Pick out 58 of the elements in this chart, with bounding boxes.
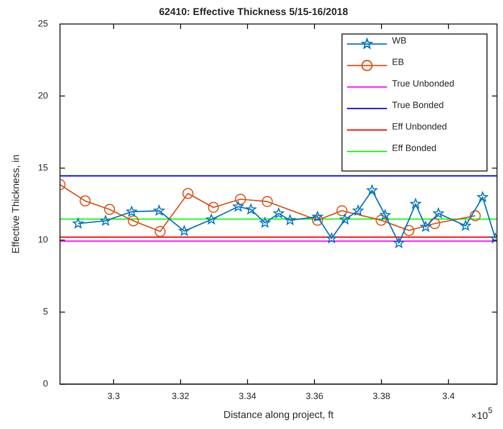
point <box>100 215 111 226</box>
point <box>477 192 488 202</box>
point <box>206 214 217 224</box>
chart-title: 62410: Effective Thickness 5/15-16/2018 <box>158 6 348 18</box>
point <box>460 220 471 230</box>
point <box>326 232 337 243</box>
point <box>433 208 444 218</box>
y-axis-title: Effective Thickness, in <box>10 154 22 254</box>
y-tick-label: 5 <box>42 306 48 317</box>
x-tick-label: 3.32 <box>172 391 190 402</box>
point <box>235 194 246 205</box>
legend-label: Eff Bonded <box>392 142 436 153</box>
point <box>72 218 84 228</box>
point <box>410 198 421 208</box>
x-tick-label: 3.36 <box>306 391 324 402</box>
legend-label: WB <box>392 35 406 46</box>
point <box>366 184 378 195</box>
point <box>403 224 414 236</box>
x-tick-label: 3.3 <box>107 391 120 402</box>
y-tick-label: 25 <box>38 18 48 28</box>
x-axis-title: Distance along project, ft <box>223 410 334 421</box>
point <box>470 210 481 222</box>
point <box>104 204 116 215</box>
point <box>352 205 364 216</box>
point <box>178 226 190 236</box>
x-tick-label: 3.34 <box>238 391 256 402</box>
legend-label: True Bonded <box>392 100 444 110</box>
point <box>284 214 296 225</box>
point <box>420 221 431 232</box>
point <box>262 196 273 208</box>
point <box>429 218 440 230</box>
x-tick-label: 3.4 <box>442 391 455 402</box>
point <box>312 211 323 222</box>
point <box>340 214 350 224</box>
point <box>312 214 324 226</box>
point <box>273 208 284 218</box>
point <box>182 188 194 199</box>
point <box>380 210 390 220</box>
y-tick-label: 15 <box>38 162 48 173</box>
point <box>394 238 404 248</box>
point <box>126 206 137 216</box>
y-tick-label: 0 <box>42 378 48 389</box>
point <box>260 217 270 228</box>
x-tick-label: 3.38 <box>372 391 390 402</box>
point <box>336 205 348 216</box>
y-tick-label: 20 <box>38 90 48 101</box>
point <box>232 201 244 212</box>
y-tick-label: 10 <box>38 234 48 245</box>
legend-label: True Unbonded <box>392 78 454 88</box>
point <box>80 195 91 206</box>
point <box>128 215 139 226</box>
legend-label: EB <box>392 56 404 67</box>
point <box>154 205 164 216</box>
point <box>246 204 256 214</box>
point <box>376 214 387 226</box>
legend-label: Eff Unbonded <box>392 121 447 132</box>
point <box>208 202 219 213</box>
point <box>154 226 166 237</box>
